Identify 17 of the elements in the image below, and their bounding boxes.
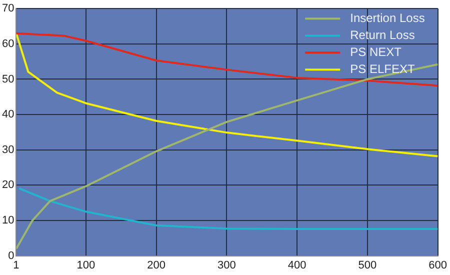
- y-tick-label: 60: [2, 38, 14, 50]
- y-tick-label: 30: [2, 144, 14, 156]
- y-tick-label: 10: [2, 214, 14, 227]
- x-tick-label: 200: [147, 259, 166, 272]
- y-tick-label: 20: [2, 179, 14, 192]
- legend-label: PS ELFEXT: [350, 62, 416, 76]
- y-tick-label: 0: [8, 250, 14, 262]
- x-tick-label: 600: [428, 259, 448, 272]
- legend-label: PS NEXT: [350, 44, 402, 59]
- y-tick-label: 40: [2, 108, 14, 121]
- y-tick-label: 50: [2, 73, 14, 86]
- x-tick-label: 100: [76, 259, 96, 272]
- x-tick-label: 1: [13, 259, 20, 272]
- y-tick-label: 70: [2, 2, 14, 15]
- x-tick-label: 500: [358, 259, 377, 272]
- x-tick-label: 400: [288, 259, 306, 272]
- x-tick-label: 300: [218, 259, 236, 272]
